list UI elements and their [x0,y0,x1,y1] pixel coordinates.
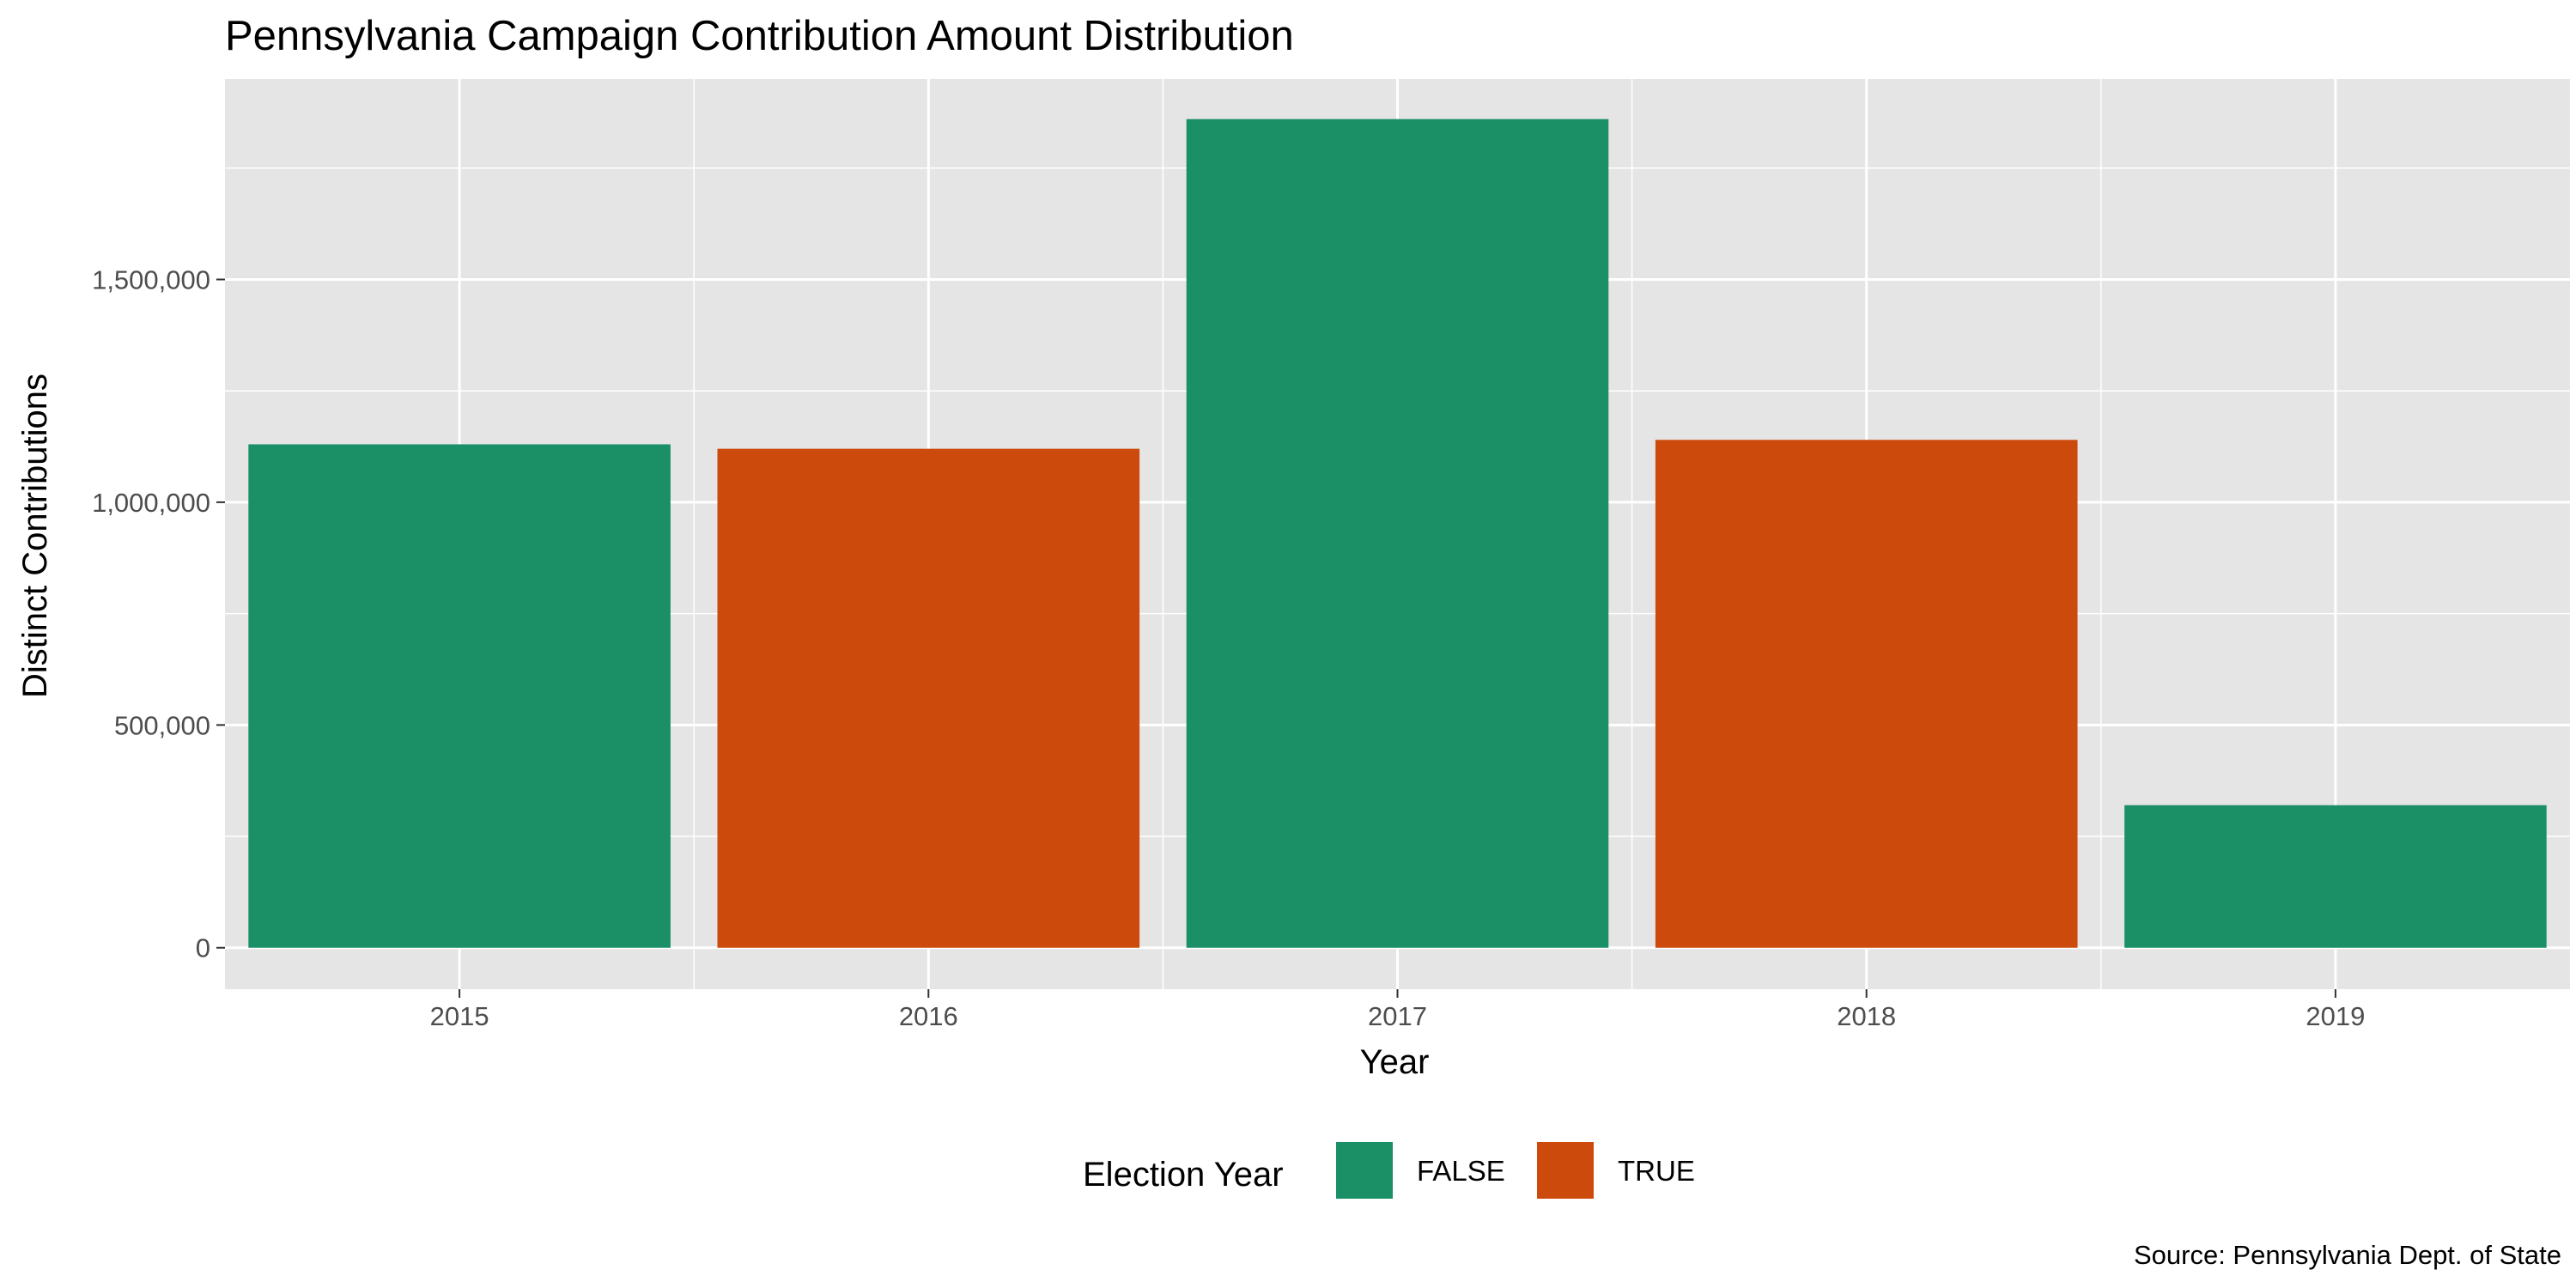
bar-2016 [717,448,1140,948]
bars [248,118,2547,948]
y-tick-label: 1,000,000 [92,488,210,518]
bar-2015 [248,444,671,948]
x-tick-label: 2019 [2306,1001,2365,1031]
legend: Election Year FALSE TRUE [1083,1142,1695,1199]
y-tick-label: 1,500,000 [92,264,210,295]
bar-2017 [1186,118,1609,948]
x-axis-title: Year [1360,1043,1430,1081]
legend-label-true: TRUE [1618,1155,1695,1187]
x-axis: 2015 2016 2017 2018 2019 [430,989,2365,1031]
legend-label-false: FALSE [1417,1155,1505,1187]
caption: Source: Pennsylvania Dept. of State [2134,1240,2561,1270]
x-tick-label: 2016 [899,1001,958,1031]
legend-key-true [1537,1142,1594,1199]
x-tick-label: 2017 [1368,1001,1427,1031]
x-tick-label: 2015 [430,1001,489,1031]
y-axis-title: Distinct Contributions [16,374,54,698]
y-tick-label: 500,000 [114,710,210,740]
x-tick-label: 2018 [1837,1001,1896,1031]
bar-2019 [2124,805,2547,948]
y-axis: 0 500,000 1,000,000 1,500,000 [92,264,225,963]
bar-2018 [1655,440,2078,948]
legend-title: Election Year [1083,1156,1284,1194]
legend-key-false [1336,1142,1393,1199]
chart-title: Pennsylvania Campaign Contribution Amoun… [225,13,1294,59]
y-tick-label: 0 [196,933,210,963]
